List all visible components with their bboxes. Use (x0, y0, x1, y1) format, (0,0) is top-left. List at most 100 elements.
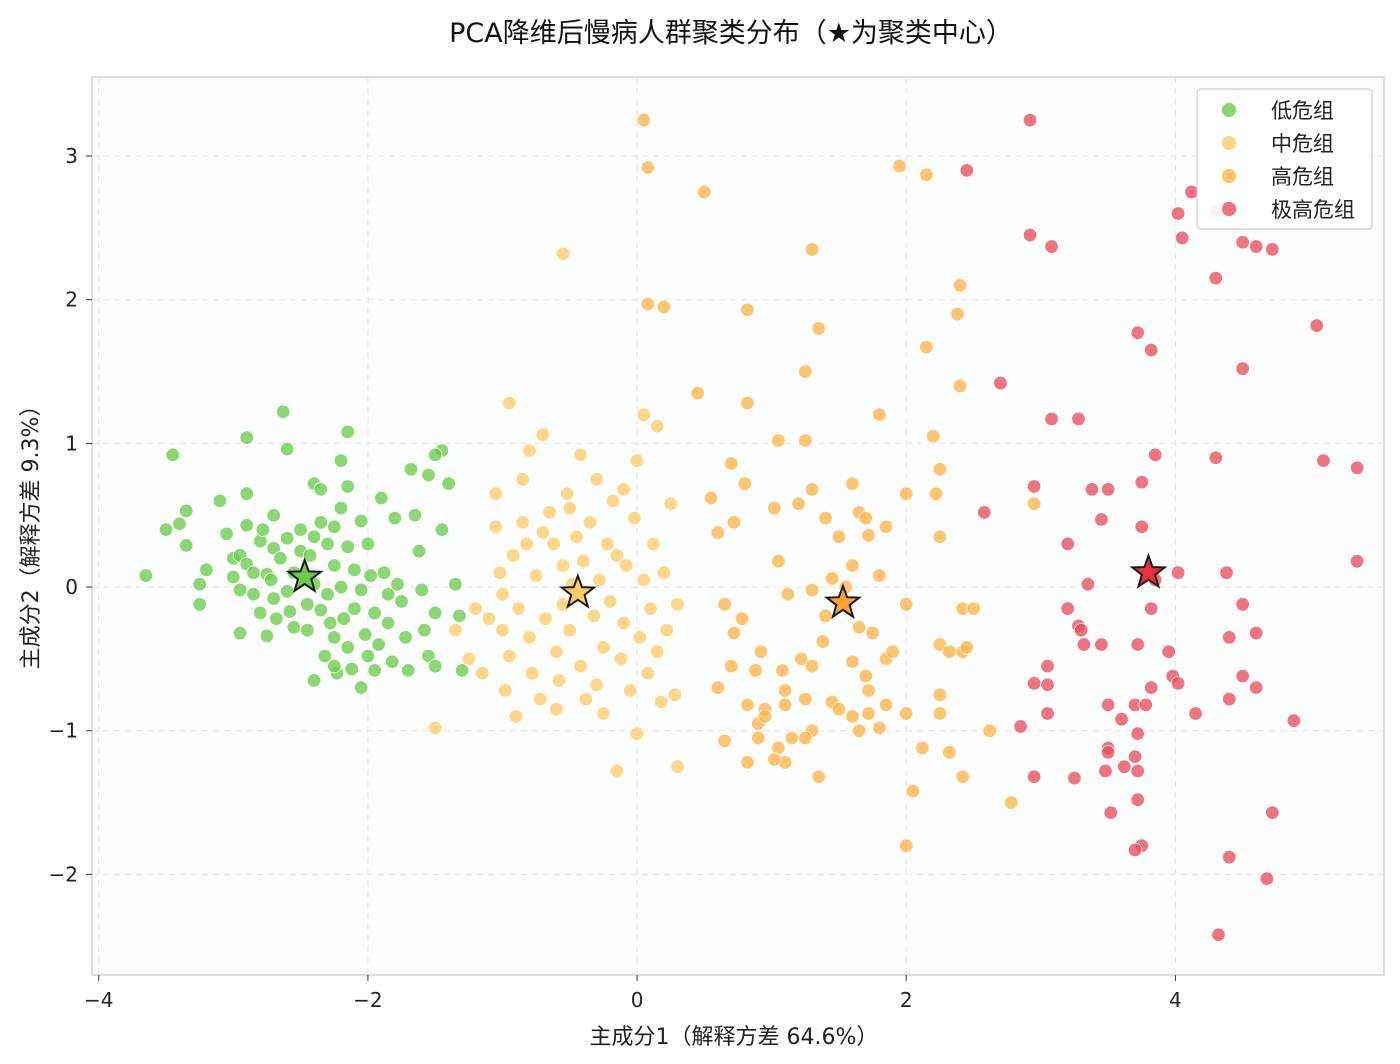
data-point (1100, 745, 1116, 760)
data-point (771, 433, 786, 448)
y-tick-label: 3 (65, 144, 78, 168)
cluster-center-star (285, 557, 324, 594)
data-point (670, 759, 685, 774)
data-point (726, 625, 742, 641)
data-point (448, 576, 463, 592)
data-point (253, 605, 268, 621)
data-point (872, 568, 887, 583)
data-point (899, 838, 914, 853)
data-point (952, 378, 968, 394)
data-point (468, 601, 483, 616)
data-point (569, 529, 584, 544)
data-point (1013, 719, 1028, 734)
data-point (811, 769, 826, 784)
data-point (1219, 565, 1234, 580)
data-point (950, 306, 965, 322)
data-point (899, 706, 914, 721)
data-point (522, 443, 537, 458)
data-point (629, 453, 645, 468)
data-point (495, 587, 510, 602)
data-point (390, 576, 405, 592)
data-point (629, 726, 645, 741)
data-point (1349, 460, 1365, 476)
data-point (861, 528, 876, 543)
data-point (320, 587, 335, 602)
data-point (748, 663, 763, 678)
data-point (1100, 697, 1116, 713)
data-point (427, 447, 443, 463)
data-point (578, 691, 594, 707)
data-point (845, 709, 860, 724)
data-point (317, 648, 333, 664)
data-point (1071, 411, 1086, 427)
data-point (360, 648, 376, 664)
data-point (865, 625, 880, 641)
data-point (955, 769, 970, 784)
data-point (753, 644, 769, 659)
data-point (899, 597, 914, 612)
data-point (777, 697, 793, 713)
data-point (1026, 479, 1042, 494)
data-point (219, 526, 234, 542)
data-point (353, 680, 369, 695)
data-point (771, 554, 786, 569)
data-point (858, 510, 874, 526)
data-point (892, 158, 907, 174)
data-point (878, 519, 894, 534)
cluster-center-star (824, 582, 862, 619)
legend-box (1196, 88, 1373, 230)
data-point (239, 518, 254, 533)
data-point (502, 395, 517, 411)
data-point (861, 706, 876, 721)
data-point (609, 548, 625, 563)
data-point (300, 597, 315, 612)
data-point (717, 733, 732, 749)
data-point (878, 697, 894, 713)
data-point (656, 565, 672, 580)
data-point (650, 644, 665, 659)
data-point (1235, 597, 1250, 612)
data-point (1248, 680, 1264, 695)
data-point (515, 472, 530, 487)
data-point (1174, 230, 1190, 246)
data-point (179, 503, 194, 519)
data-point (376, 565, 392, 580)
data-point (1026, 676, 1042, 691)
data-point (488, 486, 503, 501)
data-point (717, 597, 732, 612)
data-point (643, 601, 658, 616)
data-point (434, 522, 450, 537)
data-point (1349, 554, 1365, 569)
data-point (1103, 805, 1118, 820)
data-point (282, 604, 298, 619)
data-point (333, 579, 349, 595)
data-point (333, 500, 349, 516)
data-point (1211, 927, 1226, 942)
data-point (1044, 239, 1059, 254)
data-point (609, 763, 625, 779)
data-point (481, 611, 497, 626)
data-point (605, 493, 621, 509)
x-tick-label: 4 (1169, 988, 1182, 1012)
data-point (726, 515, 742, 530)
data-point (524, 666, 540, 681)
data-point (1130, 325, 1145, 340)
data-point (1143, 601, 1159, 616)
data-point (273, 551, 288, 566)
cluster-center-star (558, 572, 597, 609)
data-point (1148, 447, 1163, 463)
x-tick-label: 0 (631, 988, 644, 1012)
data-point (1040, 677, 1055, 692)
data-point (767, 752, 782, 767)
data-point (952, 278, 968, 293)
data-point (851, 723, 867, 738)
data-point (1094, 637, 1109, 652)
legend-marker (1221, 201, 1237, 217)
cluster-center-star (1129, 552, 1168, 589)
data-point (1170, 565, 1186, 580)
data-point (966, 601, 981, 616)
data-point (226, 569, 241, 585)
data-point (804, 482, 820, 497)
data-point (360, 536, 376, 552)
